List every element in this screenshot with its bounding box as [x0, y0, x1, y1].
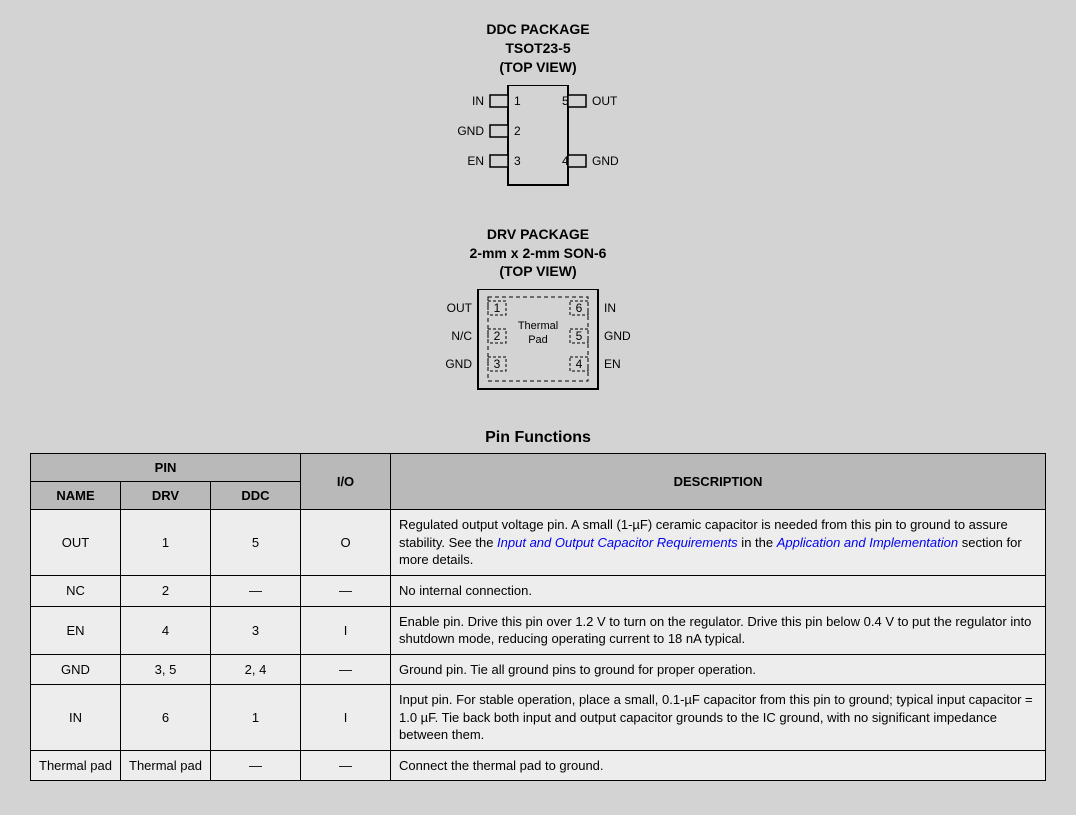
cell-description: Enable pin. Drive this pin over 1.2 V to…: [391, 606, 1046, 654]
svg-text:OUT: OUT: [447, 301, 473, 315]
svg-text:GND: GND: [457, 124, 484, 138]
svg-text:IN: IN: [472, 94, 484, 108]
cell-drv: 3, 5: [121, 654, 211, 685]
svg-text:Pad: Pad: [528, 334, 548, 346]
svg-text:GND: GND: [592, 154, 619, 168]
cell-ddc: 3: [211, 606, 301, 654]
cell-ddc: —: [211, 575, 301, 606]
svg-text:3: 3: [514, 154, 521, 168]
cell-io: —: [301, 750, 391, 781]
th-pin: PIN: [31, 454, 301, 482]
cell-name: OUT: [31, 510, 121, 576]
drv-title-line-2: 2-mm x 2-mm SON-6: [470, 245, 607, 261]
table-row: OUT15ORegulated output voltage pin. A sm…: [31, 510, 1046, 576]
svg-text:5: 5: [576, 329, 583, 343]
cell-io: I: [301, 685, 391, 751]
svg-text:3: 3: [494, 357, 501, 371]
svg-text:IN: IN: [604, 301, 616, 315]
cell-drv: Thermal pad: [121, 750, 211, 781]
table-row: IN61IInput pin. For stable operation, pl…: [31, 685, 1046, 751]
cell-ddc: 2, 4: [211, 654, 301, 685]
cell-name: Thermal pad: [31, 750, 121, 781]
svg-text:4: 4: [576, 357, 583, 371]
cell-io: O: [301, 510, 391, 576]
drv-title-line-1: DRV PACKAGE: [487, 226, 589, 242]
svg-text:1: 1: [494, 301, 501, 315]
cell-description: Connect the thermal pad to ground.: [391, 750, 1046, 781]
cell-name: NC: [31, 575, 121, 606]
cell-ddc: 5: [211, 510, 301, 576]
cell-name: EN: [31, 606, 121, 654]
th-io: I/O: [301, 454, 391, 510]
th-drv: DRV: [121, 482, 211, 510]
svg-text:GND: GND: [445, 357, 472, 371]
svg-text:GND: GND: [604, 329, 631, 343]
pin-functions-title: Pin Functions: [30, 429, 1046, 447]
drv-diagram: Thermal Pad 1 OUT 2 N/C 3 GND 6 IN 5 GND 4 EN: [408, 289, 668, 399]
drv-title: DRV PACKAGE 2-mm x 2-mm SON-6 (TOP VIEW): [30, 225, 1046, 282]
svg-text:EN: EN: [604, 357, 621, 371]
drv-title-line-3: (TOP VIEW): [499, 263, 576, 279]
ddc-package-section: DDC PACKAGE TSOT23-5 (TOP VIEW) 1 IN 2 GND 3…: [30, 20, 1046, 195]
cell-io: —: [301, 575, 391, 606]
ddc-title-line-3: (TOP VIEW): [499, 59, 576, 75]
th-ddc: DDC: [211, 482, 301, 510]
cell-name: IN: [31, 685, 121, 751]
drv-package-section: DRV PACKAGE 2-mm x 2-mm SON-6 (TOP VIEW)…: [30, 225, 1046, 400]
svg-text:2: 2: [514, 124, 521, 138]
cell-drv: 2: [121, 575, 211, 606]
ddc-title-line-2: TSOT23-5: [505, 40, 570, 56]
cell-description: Input pin. For stable operation, place a…: [391, 685, 1046, 751]
cell-ddc: —: [211, 750, 301, 781]
svg-text:1: 1: [514, 94, 521, 108]
svg-text:OUT: OUT: [592, 94, 618, 108]
cell-description: Regulated output voltage pin. A small (1…: [391, 510, 1046, 576]
svg-text:N/C: N/C: [451, 329, 472, 343]
pin-functions-table: PIN I/O DESCRIPTION NAME DRV DDC OUT15OR…: [30, 453, 1046, 781]
svg-text:4: 4: [562, 154, 569, 168]
th-name: NAME: [31, 482, 121, 510]
table-row: Thermal padThermal pad——Connect the ther…: [31, 750, 1046, 781]
table-row: EN43IEnable pin. Drive this pin over 1.2…: [31, 606, 1046, 654]
doc-link[interactable]: Application and Implementation: [777, 535, 958, 550]
cell-drv: 1: [121, 510, 211, 576]
cell-ddc: 1: [211, 685, 301, 751]
svg-text:6: 6: [576, 301, 583, 315]
cell-description: Ground pin. Tie all ground pins to groun…: [391, 654, 1046, 685]
cell-io: —: [301, 654, 391, 685]
table-row: NC2——No internal connection.: [31, 575, 1046, 606]
cell-description: No internal connection.: [391, 575, 1046, 606]
doc-link[interactable]: Input and Output Capacitor Requirements: [497, 535, 738, 550]
svg-text:2: 2: [494, 329, 501, 343]
ddc-diagram: 1 IN 2 GND 3 EN 5 OUT 4 GND: [418, 85, 658, 195]
ddc-title: DDC PACKAGE TSOT23-5 (TOP VIEW): [30, 20, 1046, 77]
cell-io: I: [301, 606, 391, 654]
th-desc: DESCRIPTION: [391, 454, 1046, 510]
cell-drv: 6: [121, 685, 211, 751]
svg-text:EN: EN: [467, 154, 484, 168]
svg-text:5: 5: [562, 94, 569, 108]
ddc-title-line-1: DDC PACKAGE: [486, 21, 589, 37]
svg-text:Thermal: Thermal: [518, 320, 558, 332]
cell-drv: 4: [121, 606, 211, 654]
table-row: GND3, 52, 4—Ground pin. Tie all ground p…: [31, 654, 1046, 685]
cell-name: GND: [31, 654, 121, 685]
